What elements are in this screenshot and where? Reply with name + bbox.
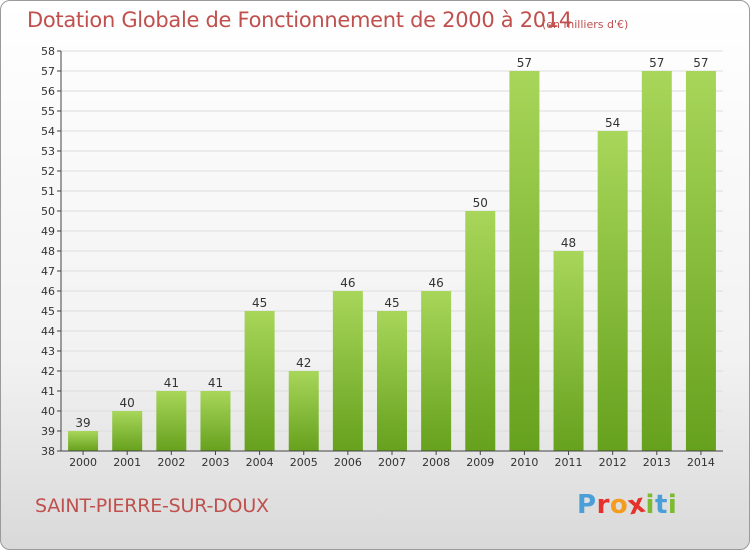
y-tick-label: 56: [41, 85, 55, 98]
y-tick-label: 46: [41, 285, 55, 298]
bar-2002: [156, 391, 187, 451]
bar-2003: [200, 391, 231, 451]
chart-subtitle: (en milliers d'€): [542, 18, 629, 31]
logo-letter: i: [667, 490, 678, 520]
bar-2013: [641, 71, 672, 451]
logo-letter: t: [654, 490, 668, 520]
data-labels: 39 40 41 41 45 42 46 45 46 50 57 48 54 57 57: [75, 56, 708, 430]
data-label: 41: [164, 376, 179, 390]
y-tick-label: 51: [41, 185, 55, 198]
y-tick-label: 57: [41, 65, 55, 78]
bar-2004: [244, 311, 275, 451]
data-label: 41: [208, 376, 223, 390]
y-tick-label: 52: [41, 165, 55, 178]
x-tick-label: 2002: [157, 456, 185, 469]
data-label: 45: [252, 296, 267, 310]
x-tick-label: 2003: [201, 456, 229, 469]
bar-2007: [377, 311, 407, 451]
y-tick-label: 49: [41, 225, 55, 238]
y-axis-ticks: 38 39 40 41 42 43 44 45 46 47 48 49 50 51 52 53 54 55 56 57…: [41, 45, 61, 458]
y-tick-label: 53: [41, 145, 55, 158]
data-label: 57: [693, 56, 708, 70]
x-tick-label: 2011: [555, 456, 583, 469]
axes: [60, 51, 723, 452]
x-tick-label: 2012: [599, 456, 627, 469]
data-label: 39: [75, 416, 90, 430]
bar-2009: [465, 211, 496, 451]
bar-2010: [509, 71, 540, 451]
y-tick-label: 48: [41, 245, 55, 258]
data-label: 57: [517, 56, 532, 70]
x-tick-label: 2013: [643, 456, 671, 469]
y-tick-label: 38: [41, 445, 55, 458]
y-tick-label: 40: [41, 405, 55, 418]
bar-2011: [553, 251, 584, 451]
x-tick-label: 2006: [334, 456, 362, 469]
x-tick-label: 2008: [422, 456, 450, 469]
x-tick-label: 2004: [246, 456, 274, 469]
data-label: 40: [120, 396, 135, 410]
y-tick-label: 41: [41, 385, 55, 398]
y-tick-label: 39: [41, 425, 55, 438]
data-label: 46: [428, 276, 443, 290]
bar-2005: [288, 371, 319, 451]
data-label: 48: [561, 236, 576, 250]
y-tick-label: 50: [41, 205, 55, 218]
logo-letter: o: [609, 490, 629, 520]
x-axis-ticks: 2000 2001 2002 2003 2004 2005 2006 2007 2008 2009…: [69, 451, 715, 469]
proxiti-logo[interactable]: Proxiti: [577, 489, 678, 522]
y-tick-label: 43: [41, 345, 55, 358]
bars: [68, 71, 716, 451]
logo-letter: r: [596, 490, 610, 520]
data-label: 45: [384, 296, 399, 310]
x-tick-label: 2005: [290, 456, 318, 469]
data-label: 57: [649, 56, 664, 70]
bar-2001: [112, 411, 143, 451]
y-tick-label: 45: [41, 305, 55, 318]
x-tick-label: 2014: [687, 456, 715, 469]
logo-letter: i: [645, 490, 655, 520]
y-tick-label: 54: [41, 125, 55, 138]
bar-2014: [685, 71, 716, 451]
y-tick-label: 42: [41, 365, 55, 378]
x-tick-label: 2007: [378, 456, 406, 469]
data-label: 50: [473, 196, 488, 210]
bar-2012: [597, 131, 628, 451]
bar-2006: [332, 291, 363, 451]
bar-2000: [68, 431, 99, 451]
y-tick-label: 58: [41, 45, 55, 58]
x-tick-label: 2000: [69, 456, 97, 469]
x-tick-label: 2010: [510, 456, 538, 469]
x-tick-label: 2001: [113, 456, 141, 469]
y-tick-label: 44: [41, 325, 55, 338]
bar-2008: [421, 291, 452, 451]
x-tick-label: 2009: [466, 456, 494, 469]
data-label: 46: [340, 276, 355, 290]
data-label: 42: [296, 356, 311, 370]
logo-letter: P: [577, 490, 597, 520]
commune-name: SAINT-PIERRE-SUR-DOUX: [35, 495, 269, 517]
y-tick-label: 55: [41, 105, 55, 118]
y-tick-label: 47: [41, 265, 55, 278]
data-label: 54: [605, 116, 620, 130]
chart-title: Dotation Globale de Fonctionnement de 20…: [27, 8, 572, 32]
